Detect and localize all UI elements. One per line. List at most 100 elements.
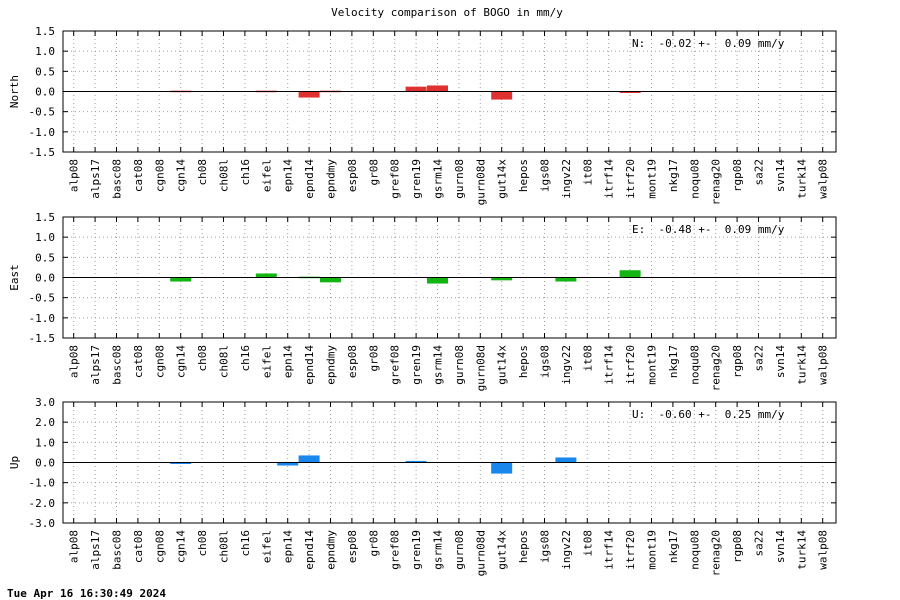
x-tick-label: basc08: [111, 530, 124, 570]
x-tick-label: mont19: [646, 159, 659, 199]
x-tick-label: gren19: [410, 345, 423, 385]
x-tick-label: svn14: [774, 345, 787, 378]
x-tick-label: cgn08: [153, 159, 166, 192]
y-tick-label: -1.5: [29, 146, 56, 159]
x-tick-label: cat08: [132, 530, 145, 563]
x-tick-label: basc08: [111, 345, 124, 385]
y-tick-label: 2.0: [35, 416, 55, 429]
y-tick-label: -3.0: [29, 517, 56, 530]
bar-epnd14: [298, 455, 320, 463]
x-tick-label: ingv22: [560, 159, 573, 199]
x-tick-label: epnd14: [303, 345, 316, 385]
x-tick-label: cgn08: [153, 345, 166, 378]
x-tick-label: gurn08d: [474, 530, 487, 576]
x-tick-label: esp08: [346, 159, 359, 192]
x-tick-label: gren19: [410, 159, 423, 199]
panel-north: 1.5 1.0 0.5 0.0 -0.5 -1.0 -1.5 alp08 alps17 basc0…: [8, 25, 837, 205]
bar-epn14: [277, 462, 299, 466]
y-tick-label: -2.0: [29, 497, 56, 510]
y-axis-label: North: [8, 75, 21, 108]
x-tick-label: alps17: [89, 530, 102, 570]
x-tick-label: hepos: [517, 159, 530, 192]
y-tick-label: -1.0: [29, 312, 56, 325]
bar-gsrm14: [427, 277, 448, 284]
x-tick-label: itrf20: [624, 530, 637, 570]
x-tick-label: gsrm14: [432, 345, 445, 385]
y-tick-label: 1.0: [35, 436, 55, 449]
bar-gren19: [405, 86, 427, 92]
x-tick-label: esp08: [346, 530, 359, 563]
x-tick-label: sa22: [753, 530, 766, 557]
y-tick-label: -1.0: [29, 126, 56, 139]
bar-cgn14: [170, 462, 192, 464]
x-tick-label: itrf14: [603, 345, 616, 385]
y-tick-label: 0.0: [35, 457, 55, 470]
y-tick-label: -0.5: [29, 106, 56, 119]
bar-gsrm14: [427, 85, 448, 92]
x-tick-label: epnd14: [303, 159, 316, 199]
x-tick-label: ingv22: [560, 345, 573, 385]
y-tick-label: 0.0: [35, 86, 55, 99]
bar-cgn14: [170, 277, 192, 282]
x-tick-label: eifel: [260, 345, 273, 378]
x-tick-label: itrf20: [624, 345, 637, 385]
bar-gut14x: [491, 462, 513, 474]
x-tick-label: epn14: [282, 345, 295, 378]
x-tick-label: svn14: [774, 530, 787, 563]
y-tick-label: -0.5: [29, 292, 56, 305]
x-tick-label: ch16: [239, 530, 252, 557]
x-tick-label: gref08: [389, 345, 402, 385]
x-tick-label: ch08l: [218, 345, 231, 378]
x-tick-label: alps17: [89, 345, 102, 385]
x-tick-label: noqu08: [688, 530, 701, 570]
x-tick-label: ingv22: [560, 530, 573, 570]
x-tick-label: cgn14: [175, 159, 188, 192]
x-tick-label: gut14x: [496, 345, 509, 385]
y-tick-label: 1.5: [35, 25, 55, 38]
x-tick-label: cgn08: [153, 530, 166, 563]
summary-annotation: E: -0.48 +- 0.09 mm/y: [632, 223, 785, 236]
x-tick-label: turk14: [795, 345, 808, 385]
x-tick-label: gsrm14: [432, 530, 445, 570]
x-tick-label: it08: [581, 159, 594, 186]
x-tick-label: gurn08d: [474, 159, 487, 205]
x-tick-label: gr08: [367, 159, 380, 186]
x-tick-label: hepos: [517, 530, 530, 563]
x-tick-label: igs08: [539, 530, 552, 563]
x-tick-label: gurn08d: [474, 345, 487, 391]
x-tick-label: gref08: [389, 159, 402, 199]
x-tick-label: ch08l: [218, 530, 231, 563]
y-tick-label: -1.5: [29, 332, 56, 345]
bar-epndmy: [320, 277, 341, 283]
chart-title: Velocity comparison of BOGO in mm/y: [331, 6, 563, 19]
x-tick-label: alp08: [68, 530, 81, 563]
x-tick-label: svn14: [774, 159, 787, 192]
x-tick-label: gren19: [410, 530, 423, 570]
x-tick-label: gut14x: [496, 159, 509, 199]
bar-eifel: [255, 273, 277, 278]
x-tick-label: rgp08: [731, 530, 744, 563]
x-tick-label: rgp08: [731, 159, 744, 192]
x-tick-label: ch08: [196, 345, 209, 372]
x-tick-label: rgp08: [731, 345, 744, 378]
footer-timestamp: Tue Apr 16 16:30:49 2024: [7, 587, 166, 600]
x-tick-label: gut14x: [496, 530, 509, 570]
x-tick-label: renag20: [710, 530, 723, 576]
x-tick-label: ch08: [196, 530, 209, 557]
x-tick-label: cgn14: [175, 530, 188, 563]
bar-ingv22: [555, 277, 577, 282]
x-tick-label: ch08l: [218, 159, 231, 192]
bar-gut14x: [491, 277, 513, 281]
x-tick-label: noqu08: [688, 345, 701, 385]
x-tick-label: cat08: [132, 345, 145, 378]
x-tick-label: epndmy: [325, 345, 338, 385]
x-tick-label: gr08: [367, 530, 380, 557]
x-tick-label: gurn08: [453, 159, 466, 199]
x-tick-label: mont19: [646, 345, 659, 385]
x-tick-label: esp08: [346, 345, 359, 378]
x-tick-label: gurn08: [453, 345, 466, 385]
x-tick-label: hepos: [517, 345, 530, 378]
y-axis-label: East: [8, 264, 21, 291]
y-tick-label: 0.5: [35, 251, 55, 264]
